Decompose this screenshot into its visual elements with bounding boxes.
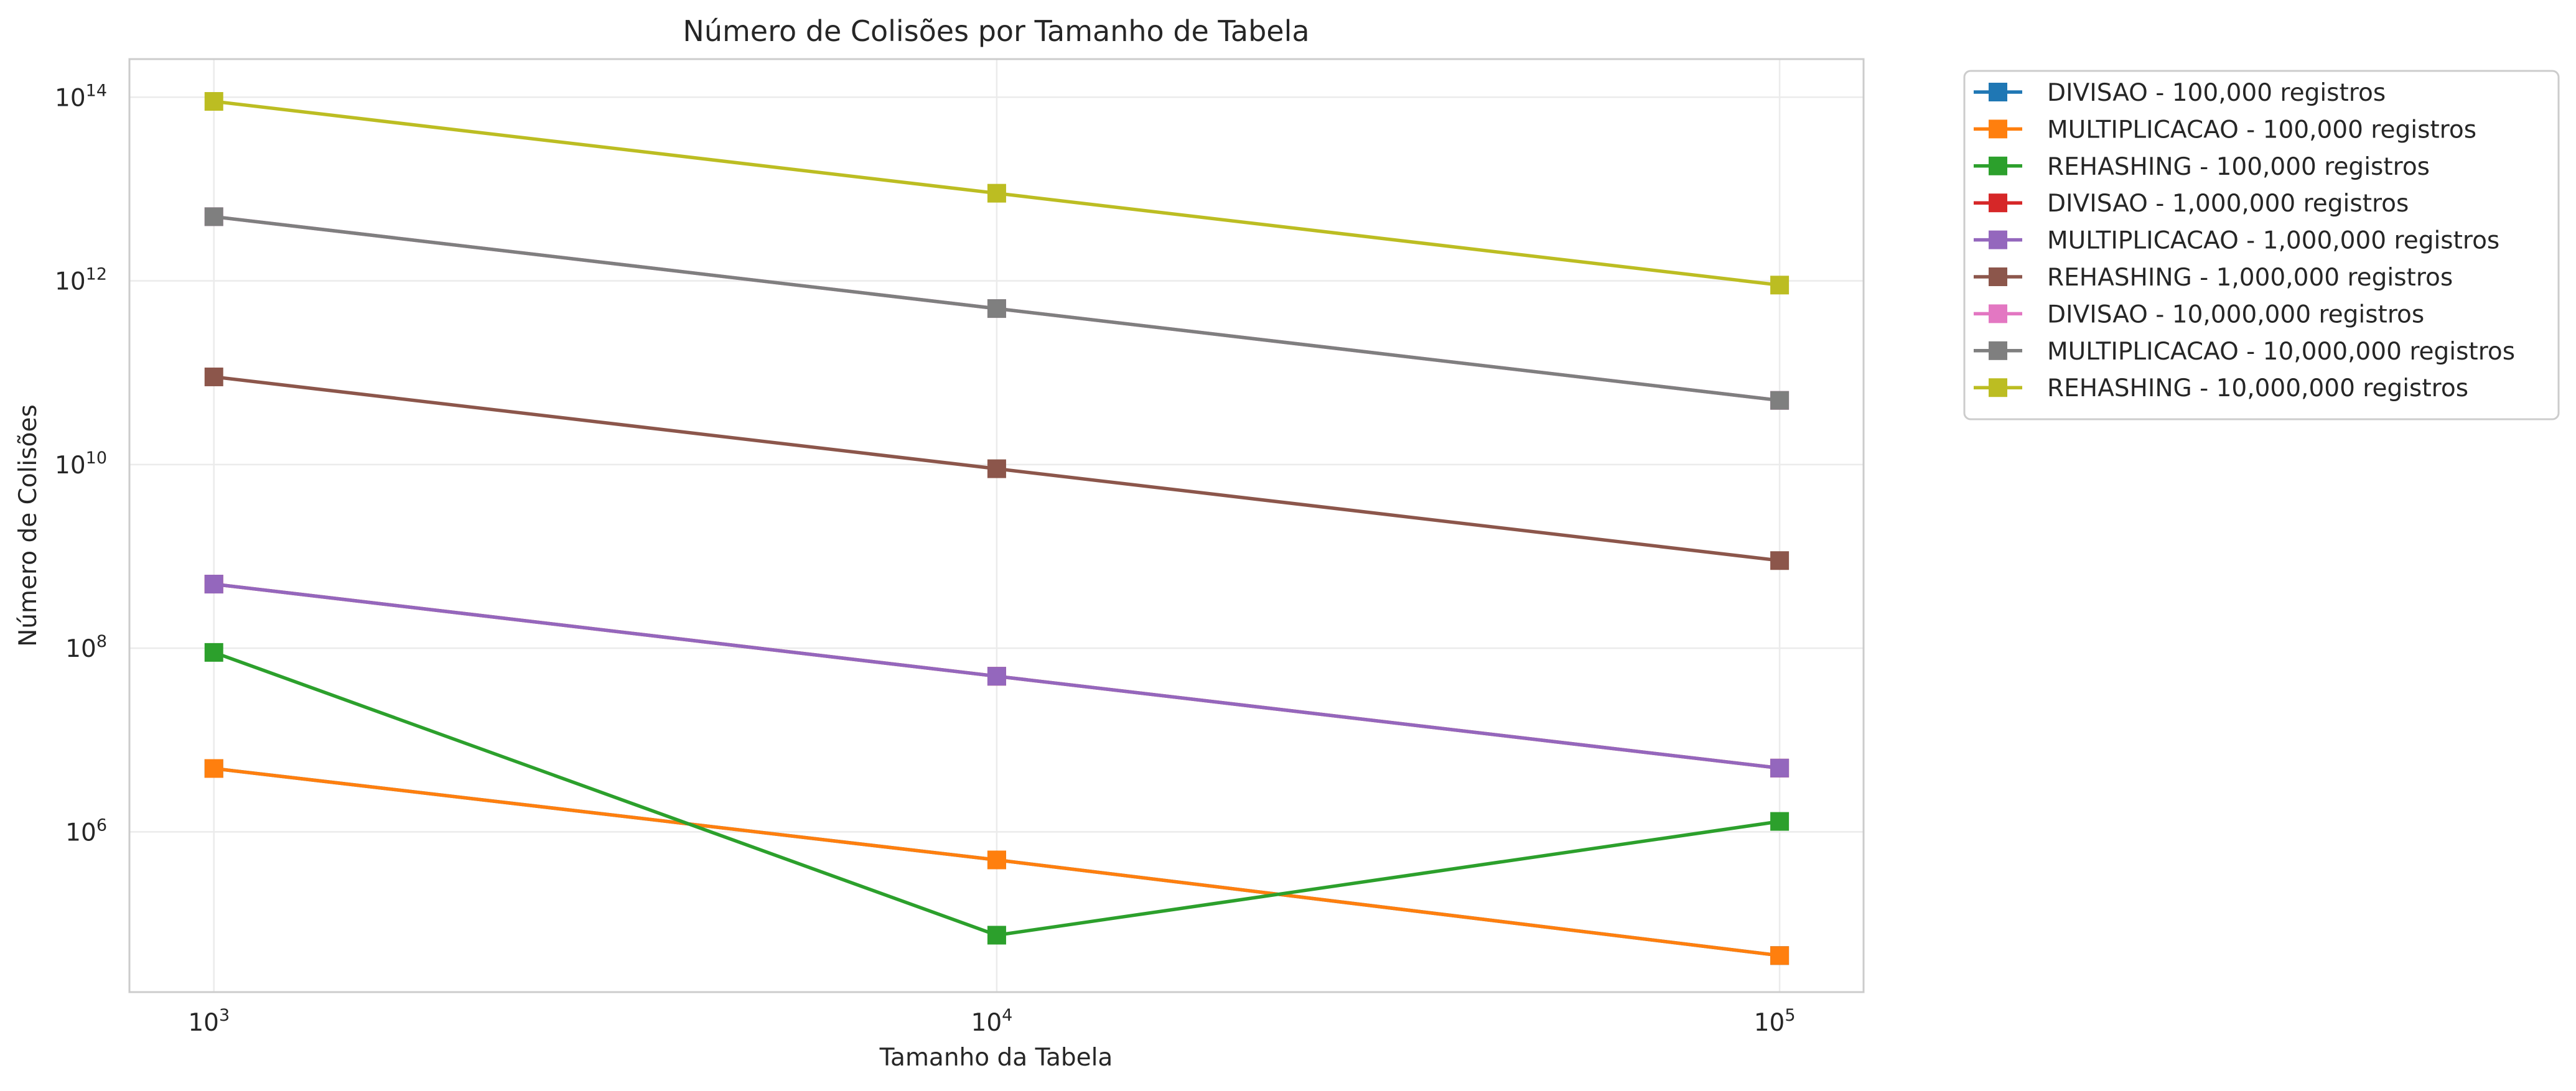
- data-point: [987, 667, 1006, 686]
- legend-label: MULTIPLICACAO - 100,000 registros: [2047, 116, 2476, 144]
- series-8: [204, 207, 1790, 410]
- legend-marker: [1989, 304, 2007, 323]
- legend-marker: [1989, 341, 2007, 360]
- legend-entry: REHASHING - 100,000 registros: [1974, 153, 2430, 181]
- grid-lines: [129, 59, 1864, 992]
- legend-entry: REHASHING - 10,000,000 registros: [1974, 374, 2468, 402]
- legend-entry: MULTIPLICACAO - 100,000 registros: [1974, 116, 2476, 144]
- x-tick-label: 103: [188, 1006, 230, 1037]
- y-tick-label: 106: [65, 815, 107, 847]
- y-axis-label: Número de Colisões: [14, 404, 42, 647]
- legend-label: REHASHING - 1,000,000 registros: [2047, 264, 2453, 292]
- legend-entry: MULTIPLICACAO - 1,000,000 registros: [1974, 227, 2499, 255]
- y-tick-label: 1014: [55, 81, 107, 112]
- data-point: [1770, 551, 1790, 570]
- data-point: [987, 183, 1006, 203]
- data-point: [987, 299, 1006, 318]
- series-2: [204, 759, 1790, 965]
- x-axis-label: Tamanho da Tabela: [879, 1044, 1113, 1072]
- x-axis-ticks: 103 104 105: [188, 1006, 1795, 1037]
- data-point: [204, 92, 223, 111]
- legend-entry: DIVISAO - 10,000,000 registros: [1974, 300, 2424, 328]
- y-tick-label: 1012: [55, 265, 107, 296]
- legend-marker: [1989, 156, 2007, 175]
- legend-marker: [1989, 267, 2007, 286]
- series-3: [204, 643, 1790, 945]
- data-point: [1770, 946, 1790, 965]
- legend-entry: MULTIPLICACAO - 10,000,000 registros: [1974, 338, 2515, 366]
- legend-marker: [1989, 193, 2007, 213]
- legend-marker: [1989, 230, 2007, 249]
- legend-entry: DIVISAO - 1,000,000 registros: [1974, 190, 2409, 218]
- legend-box: [1963, 70, 2560, 420]
- legend-label: DIVISAO - 10,000,000 registros: [2047, 300, 2424, 328]
- data-point: [987, 459, 1006, 478]
- series-layer: [204, 92, 1790, 965]
- legend-marker: [1989, 119, 2007, 139]
- x-tick-label: 104: [971, 1006, 1013, 1037]
- legend-marker: [1989, 378, 2007, 397]
- data-point: [204, 643, 223, 662]
- chart-title: Número de Colisões por Tamanho de Tabela: [683, 14, 1309, 48]
- legend-label: MULTIPLICACAO - 10,000,000 registros: [2047, 338, 2515, 366]
- legend-label: REHASHING - 100,000 registros: [2047, 153, 2430, 181]
- legend-marker: [1989, 83, 2007, 101]
- data-point: [204, 575, 223, 594]
- legend-label: DIVISAO - 100,000 registros: [2047, 79, 2386, 107]
- y-tick-label: 1010: [55, 448, 107, 480]
- legend-entry: DIVISAO - 100,000 registros: [1974, 79, 2386, 107]
- x-tick-label: 105: [1754, 1006, 1796, 1037]
- series-5: [204, 575, 1790, 778]
- legend-entry: REHASHING - 1,000,000 registros: [1974, 264, 2453, 292]
- y-tick-label: 108: [65, 632, 107, 663]
- y-axis-ticks: 106 108 1010 1012 1014: [55, 81, 107, 847]
- data-point: [987, 926, 1006, 945]
- series-9: [204, 92, 1790, 295]
- data-point: [1770, 276, 1790, 295]
- data-point: [204, 759, 223, 778]
- data-point: [1770, 391, 1790, 410]
- data-point: [204, 367, 223, 386]
- legend-label: MULTIPLICACAO - 1,000,000 registros: [2047, 227, 2499, 255]
- data-point: [1770, 812, 1790, 831]
- plot-frame: [128, 58, 1865, 993]
- data-point: [1770, 758, 1790, 778]
- data-point: [987, 850, 1006, 870]
- legend: DIVISAO - 100,000 registros MULTIPLICACAO…: [1963, 70, 2560, 420]
- series-6: [204, 367, 1790, 570]
- data-point: [204, 207, 223, 226]
- legend-label: DIVISAO - 1,000,000 registros: [2047, 190, 2409, 218]
- legend-label: REHASHING - 10,000,000 registros: [2047, 374, 2468, 402]
